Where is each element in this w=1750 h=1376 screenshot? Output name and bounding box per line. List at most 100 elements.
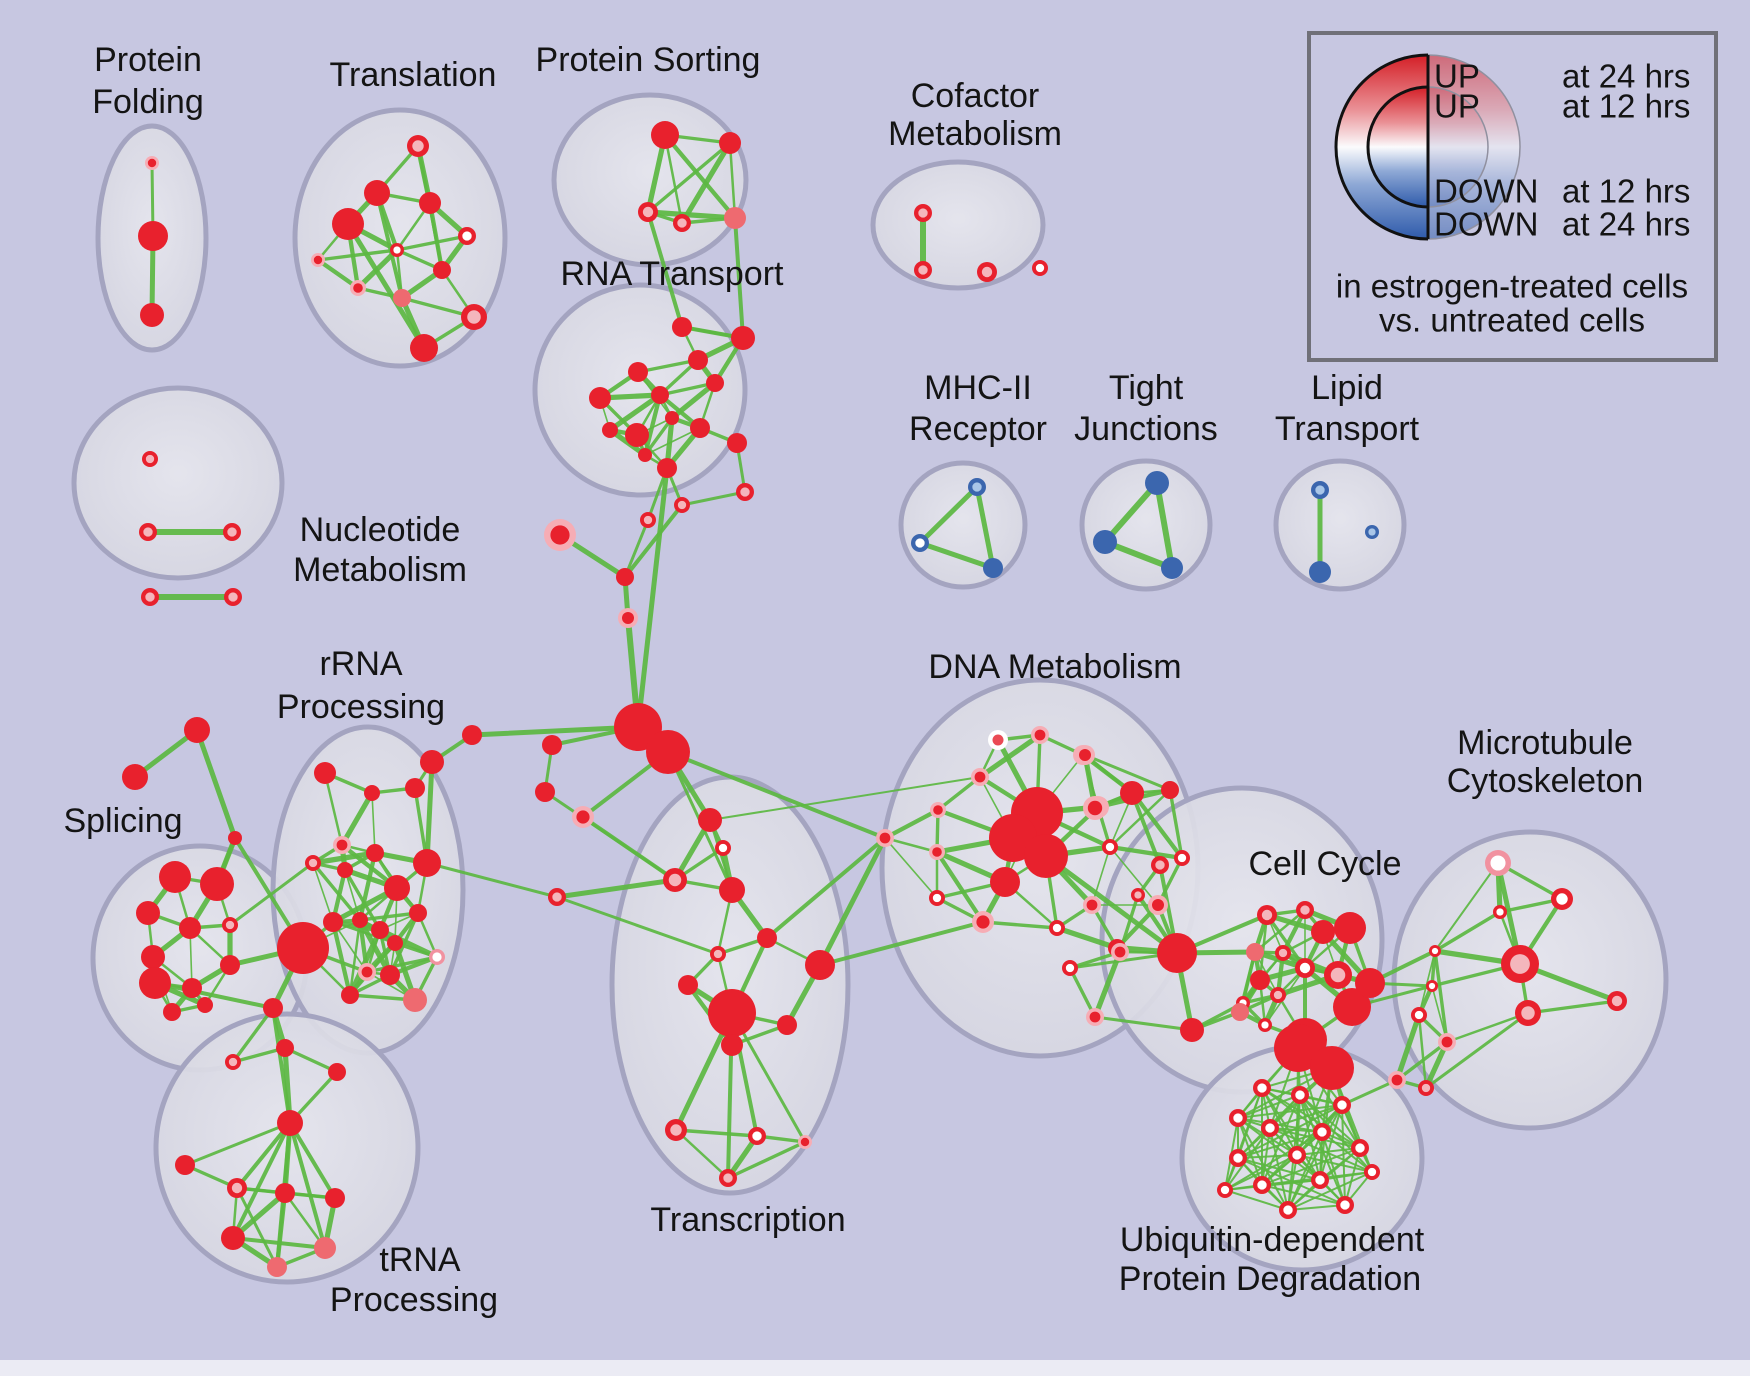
network-node: [197, 997, 213, 1013]
legend-note: in estrogen-treated cells: [1336, 268, 1688, 305]
network-node: [1490, 855, 1506, 871]
network-node: [1496, 908, 1504, 916]
network-edge: [658, 381, 717, 397]
network-node: [1431, 947, 1439, 955]
network-node: [932, 847, 942, 857]
network-edge: [1433, 949, 1449, 1044]
cluster-label: Receptor: [909, 410, 1047, 448]
network-node: [419, 192, 441, 214]
network-node: [1105, 842, 1115, 852]
network-node: [706, 374, 724, 392]
cluster-label: Transcription: [650, 1201, 845, 1239]
network-node: [589, 387, 611, 409]
network-edge: [271, 1006, 292, 1125]
network-node: [932, 893, 942, 903]
network-edge: [679, 140, 733, 226]
cluster-ellipse-mhc2: [898, 460, 1028, 590]
network-edge: [581, 815, 677, 882]
network-edge: [645, 209, 738, 221]
network-node: [420, 750, 444, 774]
network-node: [276, 1039, 294, 1057]
network-edge: [283, 1191, 327, 1250]
network-node: [200, 867, 234, 901]
network-node: [651, 121, 679, 149]
network-edge: [1287, 1171, 1373, 1211]
network-node: [413, 849, 441, 877]
network-node: [1391, 1074, 1403, 1086]
network-edge: [345, 221, 427, 351]
network-node: [136, 901, 160, 925]
network-edge: [554, 877, 678, 900]
network-edge: [316, 248, 399, 262]
network-node: [1300, 905, 1310, 915]
network-node: [1333, 988, 1371, 1026]
network-edge: [1093, 1015, 1194, 1032]
network-node: [642, 206, 654, 218]
network-node: [228, 592, 238, 602]
network-node: [384, 875, 410, 901]
network-node: [467, 310, 481, 324]
network-node: [1233, 1113, 1243, 1123]
network-edge: [288, 1121, 337, 1200]
network-node: [433, 261, 451, 279]
network-node: [184, 717, 210, 743]
network-node: [403, 988, 427, 1012]
network-edge: [231, 1121, 292, 1240]
cluster-label: Metabolism: [293, 551, 467, 589]
network-edge: [1424, 1011, 1530, 1090]
network-node: [145, 592, 155, 602]
network-node: [535, 782, 555, 802]
network-node: [657, 458, 677, 478]
cluster-ellipse-lipid: [1273, 458, 1407, 592]
network-edge: [312, 862, 334, 923]
cluster-label: Cell Cycle: [1248, 845, 1401, 883]
network-node: [1311, 920, 1335, 944]
network-edge: [1395, 1040, 1449, 1082]
network-node: [267, 1257, 287, 1277]
network-node: [314, 762, 336, 784]
network-node: [752, 1131, 762, 1141]
network-node: [1065, 963, 1075, 973]
network-node: [1145, 471, 1169, 495]
network-edge: [347, 927, 383, 998]
network-edge: [1237, 1154, 1298, 1159]
network-node: [1428, 982, 1436, 990]
network-node: [1337, 1100, 1347, 1110]
network-node: [141, 945, 165, 969]
network-edge: [469, 724, 641, 738]
network-node: [918, 208, 928, 218]
network-node: [380, 965, 400, 985]
network-node: [364, 785, 380, 801]
network-node: [698, 808, 722, 832]
network-edge: [646, 210, 684, 329]
network-edge: [228, 861, 315, 927]
network-node: [1368, 528, 1376, 536]
network-node: [983, 558, 1003, 578]
network-node: [713, 949, 723, 959]
network-edge: [1296, 1154, 1373, 1173]
network-node: [1157, 933, 1197, 973]
legend-note: vs. untreated cells: [1379, 302, 1645, 339]
network-edge: [1224, 1154, 1298, 1191]
network-edge: [662, 132, 738, 221]
network-node: [228, 1057, 238, 1067]
network-node: [328, 1063, 346, 1081]
network-node: [1283, 1205, 1293, 1215]
network-node: [981, 266, 993, 278]
network-node: [723, 1173, 733, 1183]
network-node: [337, 862, 353, 878]
cluster-label: Transport: [1275, 410, 1420, 448]
network-node: [1315, 1175, 1325, 1185]
network-node: [757, 928, 777, 948]
network-edge: [644, 427, 701, 456]
network-node: [1355, 1143, 1365, 1153]
network-node: [1120, 781, 1144, 805]
network-node: [672, 317, 692, 337]
network-node: [638, 448, 652, 462]
network-edge: [1237, 1157, 1321, 1181]
network-edge: [1526, 999, 1619, 1015]
network-node: [625, 423, 649, 447]
network-edge: [1433, 910, 1502, 953]
network-node: [263, 998, 283, 1018]
